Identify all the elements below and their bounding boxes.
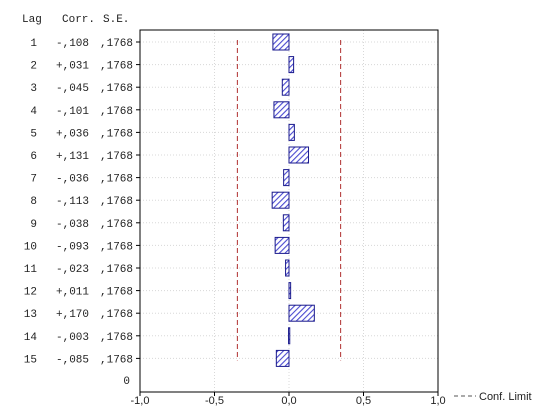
row-corr-label: +,031 xyxy=(56,61,89,73)
x-tick-label: -0,5 xyxy=(205,395,224,407)
row-se-label: ,1768 xyxy=(100,151,133,163)
row-labels: 1 -,108 ,1768 2 +,031 ,1768 3 -,045 ,1768 4 -,101,… xyxy=(24,38,140,388)
bar-lag-12 xyxy=(288,282,292,300)
row-lag-label: 9 xyxy=(30,219,37,231)
header-lag: Lag xyxy=(22,14,42,26)
row-corr-label: -,085 xyxy=(56,354,89,366)
bar-lag-6 xyxy=(288,146,310,164)
bar-lag-3 xyxy=(281,78,290,96)
bar-lag-11 xyxy=(285,259,290,277)
x-tick-label: 1,0 xyxy=(430,395,445,407)
bars xyxy=(271,33,315,367)
confidence-limits xyxy=(236,40,342,361)
row-lag-label: 8 xyxy=(30,196,37,208)
row-lag-label: 1 xyxy=(30,38,37,50)
x-tick-label: 0,0 xyxy=(281,395,296,407)
row-se-label: ,1768 xyxy=(100,174,133,186)
x-axis-ticks: -1,0 -0,5 0,0 0,5 1,0 xyxy=(131,392,446,407)
row-corr-label: +,131 xyxy=(56,151,89,163)
row-corr-label: -,003 xyxy=(56,332,89,344)
row-corr-label: -,113 xyxy=(56,196,89,208)
row-corr-label: -,108 xyxy=(56,38,89,50)
header-se: S.E. xyxy=(103,14,129,26)
row-corr-label: -,045 xyxy=(56,83,89,95)
row-se-label: ,1768 xyxy=(100,61,133,73)
row-corr-label: -,101 xyxy=(56,106,89,118)
row-lag-label: 4 xyxy=(30,106,37,118)
row-lag-label: 10 xyxy=(24,241,37,253)
row-se-label: ,1768 xyxy=(100,219,133,231)
row-lag-label: 15 xyxy=(24,354,37,366)
row-se-label: ,1768 xyxy=(100,106,133,118)
row-lag-label: 11 xyxy=(24,264,38,276)
bar-lag-14 xyxy=(288,327,291,345)
row-se-label: ,1768 xyxy=(100,309,133,321)
row-lag-label: 3 xyxy=(30,83,37,95)
bar-lag-10 xyxy=(274,236,290,254)
row-se-label: ,1768 xyxy=(100,128,133,140)
row-se-label: ,1768 xyxy=(100,332,133,344)
row-corr-label: -,036 xyxy=(56,174,89,186)
row-corr-label: +,011 xyxy=(56,287,89,299)
row-lag-label: 14 xyxy=(24,332,38,344)
bar-lag-5 xyxy=(288,123,295,141)
x-tick-label: 0,5 xyxy=(356,395,371,407)
row-lag-label: 6 xyxy=(30,151,37,163)
x-tick-label: -1,0 xyxy=(131,395,150,407)
row-lag-label: 12 xyxy=(24,287,37,299)
row-lag-label: 7 xyxy=(30,174,37,186)
bar-lag-4 xyxy=(273,101,290,119)
row-se-label: ,1768 xyxy=(100,38,133,50)
row-corr-label: -,038 xyxy=(56,219,89,231)
row-corr-label: +,036 xyxy=(56,128,89,140)
row-se-label: ,1768 xyxy=(100,264,133,276)
row-lag-label: 2 xyxy=(30,61,37,73)
row-corr-label: -,093 xyxy=(56,241,89,253)
bar-lag-8 xyxy=(271,191,290,209)
row-corr-label: -,023 xyxy=(56,264,89,276)
bar-lag-7 xyxy=(283,169,290,187)
row-zero-label: 0 xyxy=(123,376,130,388)
bar-lag-9 xyxy=(282,214,290,232)
row-se-label: ,1768 xyxy=(100,354,133,366)
legend: Conf. Limit xyxy=(454,391,532,403)
row-se-label: ,1768 xyxy=(100,287,133,299)
row-se-label: ,1768 xyxy=(100,196,133,208)
plot-frame xyxy=(139,29,439,393)
row-se-label: ,1768 xyxy=(100,241,133,253)
header-corr: Corr. xyxy=(62,14,95,26)
row-se-label: ,1768 xyxy=(100,83,133,95)
row-lag-label: 13 xyxy=(24,309,37,321)
bar-lag-15 xyxy=(275,349,290,367)
legend-label: Conf. Limit xyxy=(479,391,532,403)
bar-lag-13 xyxy=(288,304,315,322)
row-corr-label: +,170 xyxy=(56,309,89,321)
bar-lag-1 xyxy=(272,33,290,51)
row-lag-label: 5 xyxy=(30,128,37,140)
bar-lag-2 xyxy=(288,56,295,74)
